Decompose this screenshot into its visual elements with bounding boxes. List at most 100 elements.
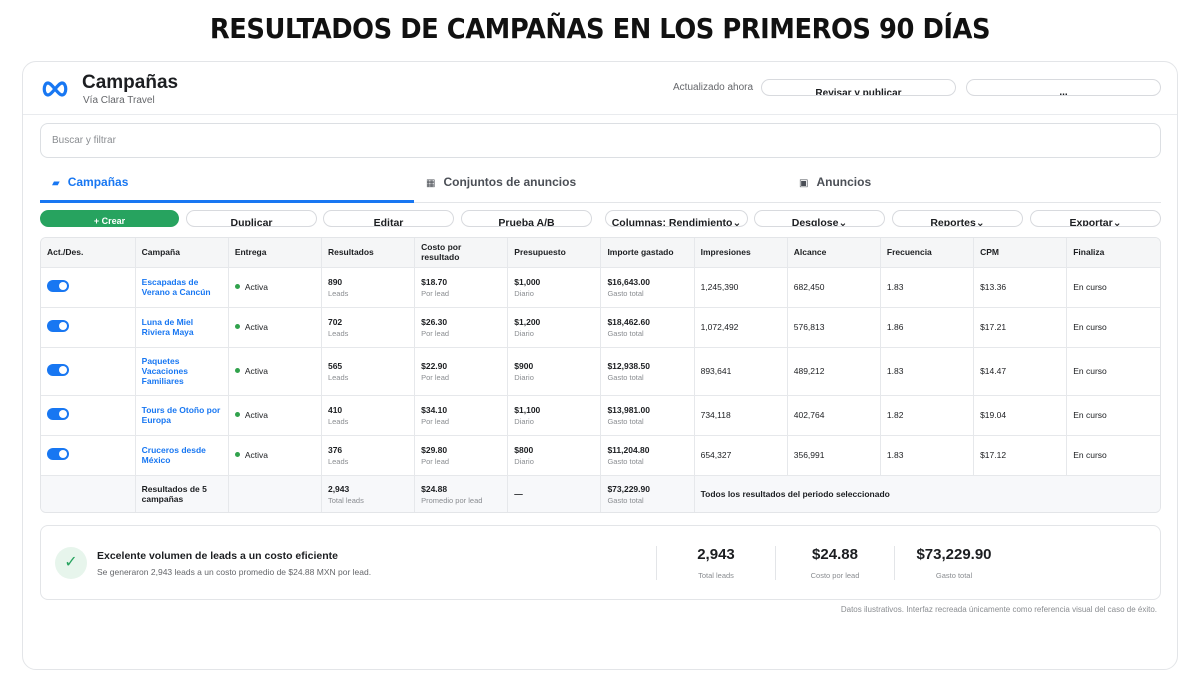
impressions-value: 1,245,390 <box>700 282 739 292</box>
header-divider <box>23 114 1177 115</box>
columns-label: Columnas: Rendimiento <box>611 217 733 227</box>
amount-spent-cell: $16,643.00 Gasto total <box>600 267 695 308</box>
search-input[interactable]: Buscar y filtrar <box>40 123 1161 158</box>
amount-spent-cell: $13,981.00 Gasto total <box>600 395 695 436</box>
tab-ads[interactable]: ▣ Anuncios <box>799 167 871 203</box>
campaign-cell: Luna de Miel Riviera Maya <box>135 307 229 348</box>
total-note: Todos los resultados del periodo selecci… <box>700 489 890 500</box>
results-sublabel: Leads <box>327 456 349 466</box>
table-row[interactable]: Escapadas de Verano a Cancún Activa 890 L… <box>41 267 1160 308</box>
total-budget-cell: — <box>507 475 602 512</box>
impressions-value: 893,641 <box>700 366 732 376</box>
campaign-toggle[interactable] <box>47 408 69 420</box>
chevron-down-icon: ⌄ <box>975 217 985 227</box>
column-header[interactable]: Presupuesto <box>507 238 602 268</box>
chevron-down-icon: ⌄ <box>1112 217 1122 227</box>
campaign-cell: Paquetes Vacaciones Familiares <box>135 347 229 396</box>
kpi-value: $73,229.90 <box>916 546 992 563</box>
infinity-logo-icon <box>42 81 68 97</box>
column-header[interactable]: Impresiones <box>694 238 788 268</box>
budget-sublabel: Diario <box>514 328 534 338</box>
results-cell: 565 Leads <box>321 347 416 396</box>
create-button[interactable]: + Crear <box>40 210 179 227</box>
table-row[interactable]: Paquetes Vacaciones Familiares Activa 56… <box>41 347 1160 396</box>
cost-per-result-cell: $29.80 Por lead <box>414 435 509 476</box>
status-dot-icon <box>234 284 240 289</box>
column-header[interactable]: Alcance <box>787 238 881 268</box>
kpi-label: Gasto total <box>935 571 973 580</box>
amount-spent-value: $18,462.60 <box>607 316 650 327</box>
delivery-status: Activa <box>244 410 268 420</box>
amount-spent-sublabel: Gasto total <box>607 372 644 382</box>
reach-cell: 489,212 <box>787 347 881 396</box>
reach-value: 402,764 <box>793 410 825 420</box>
table-row[interactable]: Luna de Miel Riviera Maya Activa 702 Lead… <box>41 307 1160 348</box>
total-budget-value: — <box>514 489 523 500</box>
total-results-cell: 2,943 Total leads <box>321 475 416 512</box>
breakdown-dropdown[interactable]: Desglose⌄ <box>754 210 885 227</box>
cost-per-result-cell: $26.30 Por lead <box>414 307 509 348</box>
ends-cell: En curso <box>1066 347 1160 396</box>
campaign-name-link[interactable]: Luna de Miel Riviera Maya <box>141 317 194 337</box>
page-title: Campañas <box>82 72 179 93</box>
review-publish-button[interactable]: Revisar y publicar <box>761 79 956 96</box>
frequency-cell: 1.82 <box>880 395 975 436</box>
campaign-cell: Cruceros desde México <box>135 435 229 476</box>
campaign-name-link[interactable]: Escapadas de Verano a Cancún <box>141 277 211 297</box>
impressions-cell: 654,327 <box>694 435 788 476</box>
amount-spent-sublabel: Gasto total <box>607 288 644 298</box>
reports-dropdown[interactable]: Reportes⌄ <box>892 210 1023 227</box>
summary-title: Excelente volumen de leads a un costo ef… <box>97 550 338 562</box>
total-cost-per-result-sublabel: Promedio por lead <box>421 495 483 505</box>
ends-cell: En curso <box>1066 267 1160 308</box>
edit-button[interactable]: Editar <box>323 210 454 227</box>
tab-bar: ▰ Campañas ▦ Conjuntos de anuncios ▣ Anunci… <box>40 167 1161 203</box>
tab-ad-sets[interactable]: ▦ Conjuntos de anuncios <box>426 167 576 203</box>
kpi-divider <box>775 546 776 580</box>
campaign-toggle[interactable] <box>47 280 69 292</box>
ab-test-button[interactable]: Prueba A/B <box>461 210 592 227</box>
campaign-name-link[interactable]: Paquetes Vacaciones Familiares <box>141 356 188 386</box>
column-header[interactable]: Frecuencia <box>880 238 975 268</box>
folder-icon: ▰ <box>52 178 60 189</box>
duplicate-button[interactable]: Duplicar <box>186 210 317 227</box>
budget-sublabel: Diario <box>514 456 534 466</box>
toggle-cell <box>41 395 136 436</box>
campaign-toggle[interactable] <box>47 320 69 332</box>
status-dot-icon <box>234 452 240 457</box>
export-dropdown[interactable]: Exportar⌄ <box>1030 210 1161 227</box>
campaign-toggle[interactable] <box>47 448 69 460</box>
impressions-cell: 1,245,390 <box>694 267 788 308</box>
results-cell: 376 Leads <box>321 435 416 476</box>
column-header[interactable]: CPM <box>973 238 1068 268</box>
table-row[interactable]: Cruceros desde México Activa 376 Leads $2… <box>41 435 1160 476</box>
campaign-toggle[interactable] <box>47 364 69 376</box>
column-header[interactable]: Finaliza <box>1066 238 1160 268</box>
ad-icon: ▣ <box>799 178 809 189</box>
campaign-name-link[interactable]: Cruceros desde México <box>141 445 206 465</box>
reach-cell: 682,450 <box>787 267 881 308</box>
columns-dropdown[interactable]: Columnas: Rendimiento⌄ <box>605 210 748 227</box>
kpi-divider <box>894 546 895 580</box>
status-dot-icon <box>234 368 240 373</box>
column-header[interactable]: Resultados <box>321 238 416 268</box>
more-options-button[interactable]: ... <box>966 79 1161 96</box>
amount-spent-value: $16,643.00 <box>607 276 650 287</box>
tab-campaigns[interactable]: ▰ Campañas <box>52 167 128 203</box>
amount-spent-cell: $11,204.80 Gasto total <box>600 435 695 476</box>
frequency-cell: 1.83 <box>880 435 975 476</box>
campaign-name-link[interactable]: Tours de Otoño por Europa <box>141 405 221 425</box>
cost-per-result-sublabel: Por lead <box>421 328 450 338</box>
table-row[interactable]: Tours de Otoño por Europa Activa 410 Lead… <box>41 395 1160 436</box>
column-header[interactable]: Importe gastado <box>600 238 695 268</box>
column-header[interactable]: Act./Des. <box>41 238 136 268</box>
results-cell: 410 Leads <box>321 395 416 436</box>
cpm-cell: $17.12 <box>973 435 1068 476</box>
column-header[interactable]: Campaña <box>135 238 229 268</box>
column-header[interactable]: Costo por resultado <box>414 238 509 268</box>
column-header[interactable]: Entrega <box>228 238 322 268</box>
kpi-total-leads: 2,943 Total leads <box>657 546 775 580</box>
total-results-sublabel: Total leads <box>327 495 364 505</box>
budget-value: $1,100 <box>514 404 541 415</box>
budget-sublabel: Diario <box>514 416 534 426</box>
